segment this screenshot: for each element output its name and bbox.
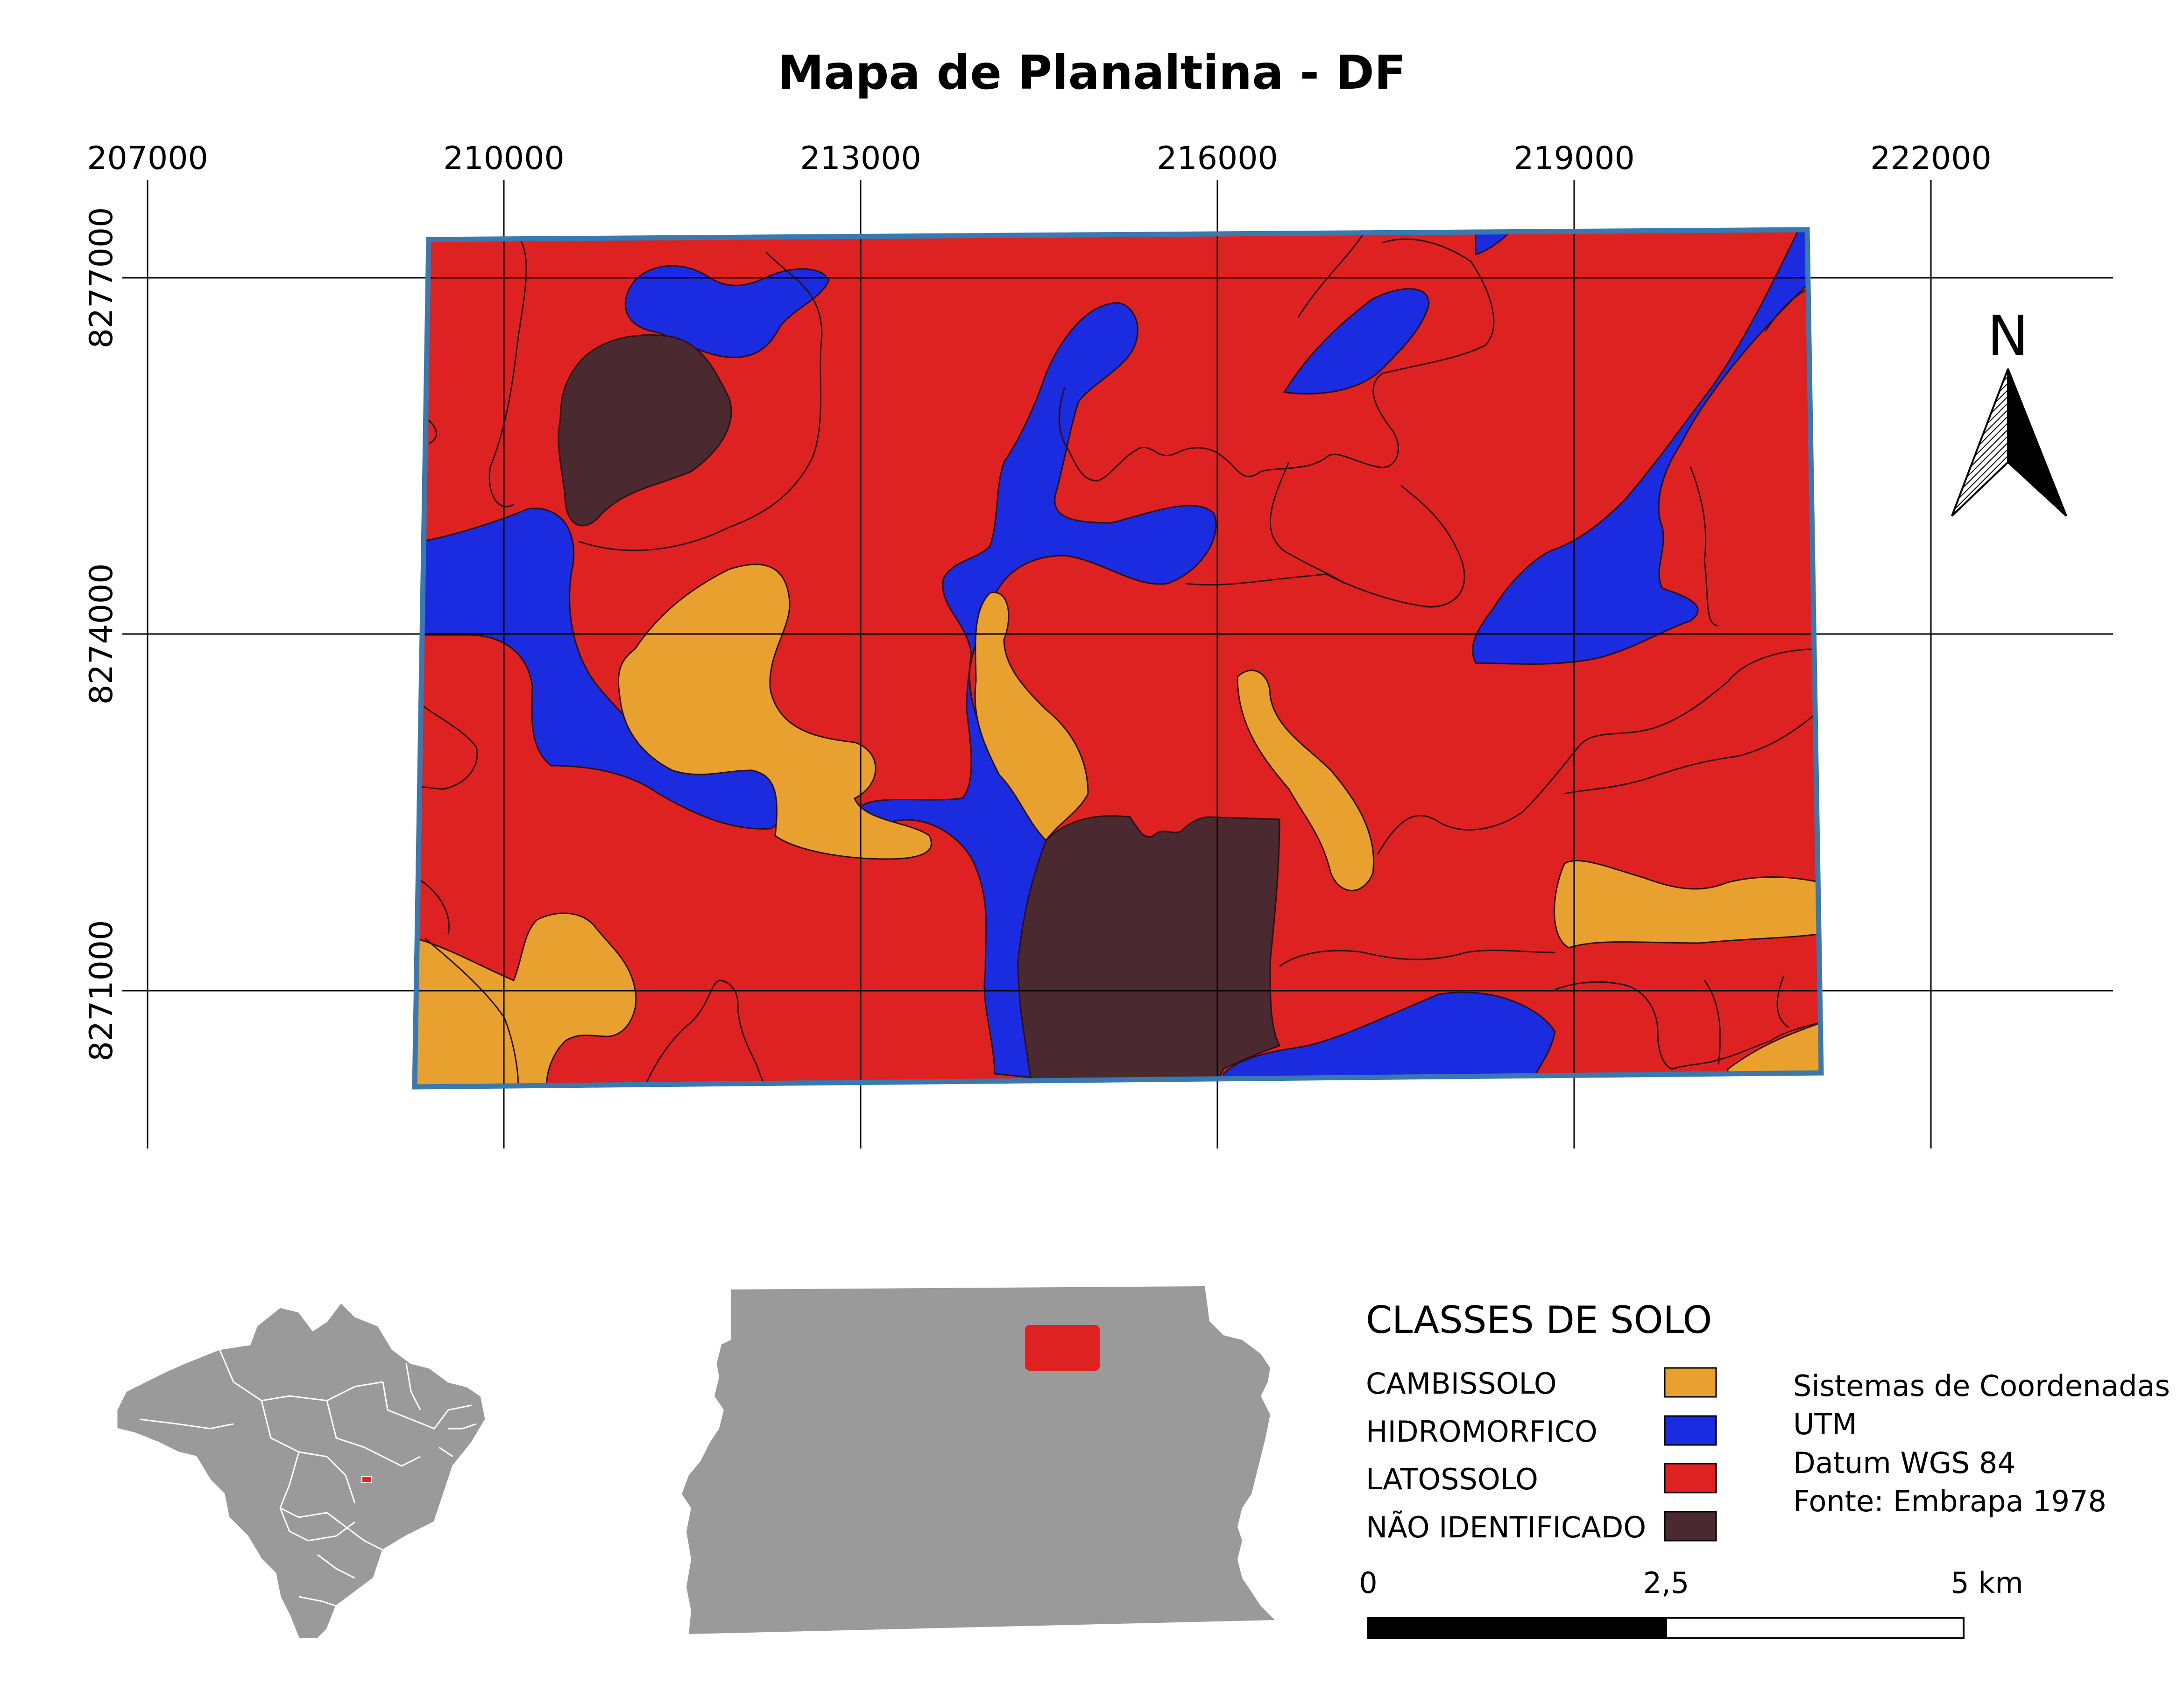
x-label: 216000 [1157,140,1278,177]
x-label: 222000 [1870,140,1992,177]
legend-swatch-hidromorfico [1664,1415,1717,1446]
map-info: Sistemas de Coordenadas UTM Datum WGS 84… [1793,1369,2170,1518]
y-label: 8271000 [83,920,120,1062]
nao-identificado-northwest [558,334,732,527]
soil-boundaries [415,233,1821,1087]
scale-bar: 0 2,5 5 km [1359,1566,2023,1639]
info-line: Fonte: Embrapa 1978 [1793,1484,2106,1518]
x-label: 213000 [800,140,921,177]
hidromorfico-central [858,302,1217,1079]
legend-label-nao-identificado: NÃO IDENTIFICADO [1366,1510,1646,1544]
cambissolo-west [617,564,932,860]
y-label: 8277000 [83,207,120,349]
coordinate-grid [122,180,2113,1148]
north-arrow-icon: N [1951,303,2067,517]
df-highlight [1025,1325,1100,1371]
legend-swatch-cambissolo [1664,1367,1717,1398]
cambissolo-central [974,592,1089,842]
info-line: Sistemas de Coordenadas [1793,1369,2170,1403]
info-line: UTM [1793,1407,1857,1441]
x-label: 207000 [87,140,208,177]
scale-label-mid: 2,5 [1643,1566,1689,1600]
legend-swatch-nao-identificado [1664,1511,1717,1542]
nao-identificado-south [1017,815,1281,1087]
y-axis-labels: 8277000 8274000 8271000 [83,207,120,1062]
hidromorfico-northeast [1283,288,1430,395]
scale-label-0: 0 [1359,1566,1377,1600]
latossolo-area [415,230,1821,1087]
legend: CLASSES DE SOLO CAMBISSOLO HIDROMORFICO … [1366,1298,1717,1544]
cambissolo-southeast [1554,860,1821,949]
legend-swatch-latossolo [1664,1463,1717,1494]
x-axis-labels: 207000 210000 213000 216000 219000 22200… [87,140,1992,177]
info-line: Datum WGS 84 [1793,1446,2016,1480]
x-label: 219000 [1513,140,1635,177]
y-label: 8274000 [83,564,120,705]
legend-label-latossolo: LATOSSOLO [1366,1462,1538,1496]
df-inset-map [682,1286,1275,1634]
legend-label-cambissolo: CAMBISSOLO [1366,1367,1557,1401]
x-label: 210000 [443,140,565,177]
inset-highlight [361,1476,372,1483]
hidromorfico-north [624,265,830,359]
cambissolo-east [1237,669,1374,891]
north-label: N [1987,303,2029,368]
map-frame [412,227,1824,1090]
brazil-inset-map [116,1301,487,1640]
scale-label-end: 5 km [1951,1566,2023,1600]
hidromorfico-south [1223,992,1556,1087]
soil-map [122,180,2113,1148]
legend-title: CLASSES DE SOLO [1366,1298,1712,1342]
hidromorfico-east [1472,230,1813,665]
legend-label-hidromorfico: HIDROMORFICO [1366,1415,1597,1449]
cambissolo-southwest [415,912,637,1087]
map-title: Mapa de Planaltina - DF [777,45,1406,100]
